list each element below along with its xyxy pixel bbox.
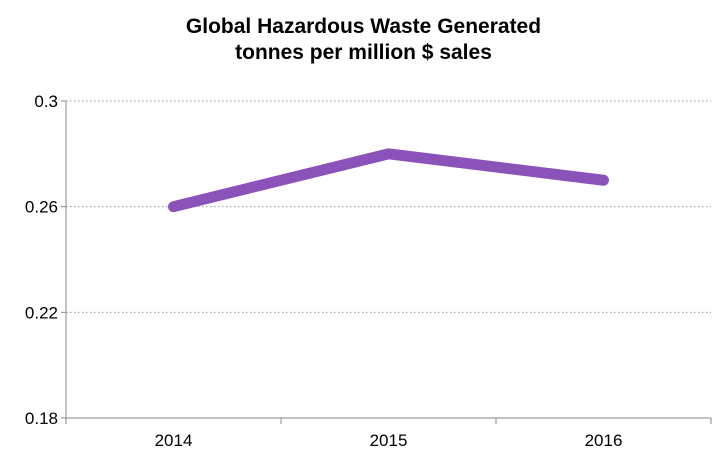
axes	[65, 101, 711, 419]
chart-title: Global Hazardous Waste Generated	[185, 15, 542, 38]
y-tick-label: 0.26	[25, 198, 58, 217]
series-group	[168, 148, 609, 213]
x-tick-label: 2016	[585, 431, 623, 450]
x-tick-label: 2014	[155, 431, 193, 450]
gridlines	[66, 100, 711, 313]
y-tick-label: 0.22	[25, 303, 58, 322]
x-axis-ticks: 2014 2015 2016	[65, 418, 712, 450]
y-tick-label: 0.18	[25, 409, 58, 428]
chart-subtitle: tonnes per million $ sales	[235, 41, 492, 64]
chart-title-block: Global Hazardous Waste Generated tonnes …	[0, 14, 727, 66]
y-axis-ticks: 0.3 0.26 0.22 0.18	[25, 92, 66, 428]
series-line	[168, 148, 609, 213]
y-tick-label: 0.3	[34, 92, 58, 111]
x-tick-label: 2015	[370, 431, 408, 450]
